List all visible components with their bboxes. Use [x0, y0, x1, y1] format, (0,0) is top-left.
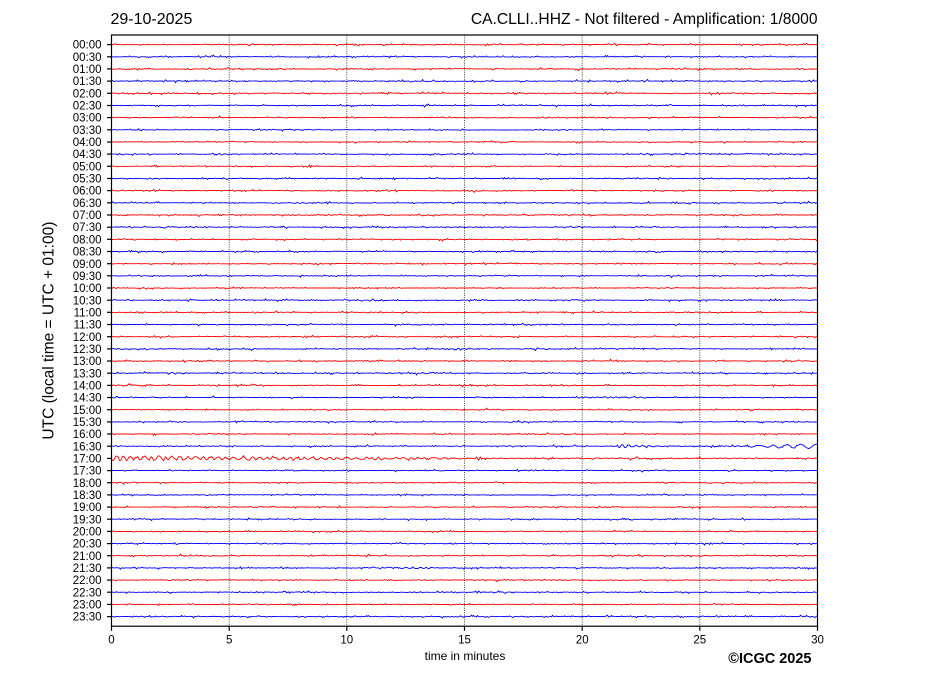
svg-text:©ICGC 2025: ©ICGC 2025: [728, 651, 811, 667]
svg-text:04:30: 04:30: [73, 149, 102, 161]
svg-text:10:00: 10:00: [73, 283, 102, 295]
svg-text:08:00: 08:00: [73, 234, 102, 246]
svg-text:CA.CLLI..HHZ - Not filtered -: CA.CLLI..HHZ - Not filtered - Amplificat…: [471, 11, 818, 28]
svg-text:07:30: 07:30: [73, 222, 102, 234]
svg-text:22:30: 22:30: [73, 587, 102, 599]
svg-text:04:00: 04:00: [73, 137, 102, 149]
svg-text:03:30: 03:30: [73, 125, 102, 137]
svg-text:05:00: 05:00: [73, 161, 102, 173]
svg-text:29-10-2025: 29-10-2025: [111, 11, 193, 28]
svg-text:15: 15: [458, 634, 471, 646]
svg-text:17:30: 17:30: [73, 466, 102, 478]
svg-text:01:00: 01:00: [73, 64, 102, 76]
svg-text:10: 10: [340, 634, 353, 646]
svg-text:07:00: 07:00: [73, 210, 102, 222]
svg-text:23:30: 23:30: [73, 612, 102, 624]
svg-text:18:00: 18:00: [73, 478, 102, 490]
svg-text:11:30: 11:30: [74, 320, 102, 332]
svg-text:16:30: 16:30: [73, 441, 102, 453]
svg-text:18:30: 18:30: [73, 490, 102, 502]
svg-text:13:00: 13:00: [73, 356, 102, 368]
svg-text:14:30: 14:30: [73, 393, 102, 405]
svg-text:02:30: 02:30: [73, 101, 102, 113]
svg-text:5: 5: [226, 634, 232, 646]
svg-text:03:00: 03:00: [73, 113, 102, 125]
svg-text:05:30: 05:30: [73, 174, 102, 186]
svg-text:06:30: 06:30: [73, 198, 102, 210]
svg-text:15:00: 15:00: [73, 405, 102, 417]
svg-text:11:00: 11:00: [74, 307, 102, 319]
svg-text:21:00: 21:00: [73, 551, 102, 563]
svg-text:19:30: 19:30: [73, 514, 102, 526]
svg-text:13:30: 13:30: [73, 368, 102, 380]
svg-text:00:00: 00:00: [73, 40, 102, 52]
svg-text:20: 20: [576, 634, 589, 646]
svg-text:08:30: 08:30: [73, 247, 102, 259]
svg-text:19:00: 19:00: [73, 502, 102, 514]
svg-text:06:00: 06:00: [73, 186, 102, 198]
svg-text:09:00: 09:00: [73, 259, 102, 271]
svg-text:12:00: 12:00: [73, 332, 102, 344]
svg-text:15:30: 15:30: [73, 417, 102, 429]
svg-text:30: 30: [811, 634, 824, 646]
svg-text:UTC (local time = UTC + 01:00): UTC (local time = UTC + 01:00): [41, 222, 58, 440]
svg-text:25: 25: [693, 634, 706, 646]
svg-text:21:30: 21:30: [73, 563, 102, 575]
svg-text:0: 0: [108, 634, 114, 646]
svg-text:00:30: 00:30: [73, 52, 102, 64]
svg-text:16:00: 16:00: [73, 429, 102, 441]
svg-text:10:30: 10:30: [73, 295, 102, 307]
svg-text:time in minutes: time in minutes: [425, 649, 506, 663]
svg-text:12:30: 12:30: [73, 344, 102, 356]
svg-text:20:00: 20:00: [73, 527, 102, 539]
svg-text:22:00: 22:00: [73, 575, 102, 587]
svg-text:14:00: 14:00: [73, 381, 102, 393]
svg-text:01:30: 01:30: [73, 76, 102, 88]
svg-text:02:00: 02:00: [73, 88, 102, 100]
svg-text:09:30: 09:30: [73, 271, 102, 283]
svg-text:20:30: 20:30: [73, 539, 102, 551]
svg-text:17:00: 17:00: [73, 454, 102, 466]
svg-text:23:00: 23:00: [73, 600, 102, 612]
